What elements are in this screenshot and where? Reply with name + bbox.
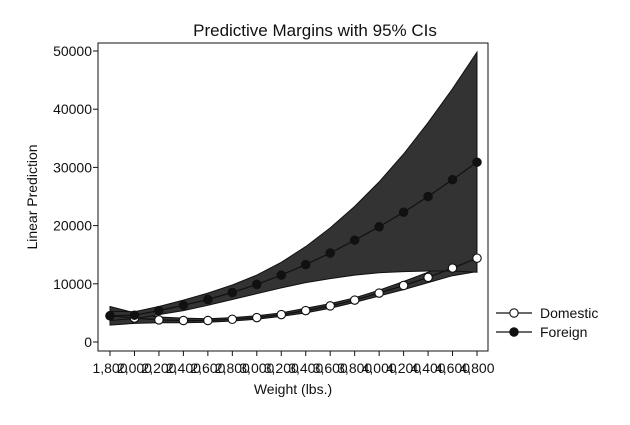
- x-tick-label: 4,600: [435, 360, 470, 376]
- x-tick-label: 4,400: [411, 360, 446, 376]
- y-tick-label: 50000: [53, 43, 92, 59]
- y-axis-label: Linear Prediction: [24, 144, 40, 249]
- data-point-foreign: [252, 279, 262, 290]
- data-point-domestic: [300, 305, 311, 316]
- x-tick-label: 3,000: [239, 360, 274, 376]
- x-tick-label: 4,200: [386, 360, 421, 376]
- plot-frame: [97, 42, 489, 352]
- y-axis: 0 10000 20000 30000 40000 50000: [53, 43, 98, 350]
- data-point-foreign: [325, 248, 335, 258]
- legend: Domestic Foreign: [496, 305, 598, 340]
- data-point-foreign: [472, 157, 482, 167]
- x-tick-label: 2,000: [117, 360, 152, 376]
- data-point-domestic: [447, 263, 458, 273]
- x-tick-label: 3,800: [337, 360, 372, 376]
- data-point-domestic: [154, 315, 164, 325]
- x-tick-label: 2,200: [141, 360, 176, 376]
- data-point-domestic: [472, 253, 482, 263]
- data-point-foreign: [154, 305, 164, 316]
- x-tick-label: 4,800: [459, 360, 494, 376]
- data-point-foreign: [203, 294, 213, 305]
- data-point-foreign: [105, 311, 115, 321]
- x-axis: 1,8002,0002,2002,4002,6002,8003,0003,200…: [92, 351, 495, 376]
- data-point-domestic: [203, 315, 213, 326]
- data-point-domestic: [374, 288, 384, 298]
- data-point-foreign: [374, 222, 384, 232]
- data-point-foreign: [300, 259, 311, 270]
- y-tick-label: 10000: [53, 276, 92, 292]
- series-line-foreign: [109, 161, 478, 317]
- plot-area: [105, 50, 482, 326]
- data-point-foreign: [447, 174, 458, 185]
- data-point-domestic: [276, 309, 287, 320]
- y-tick-label: 40000: [53, 101, 92, 117]
- x-tick-label: 2,600: [190, 360, 225, 376]
- data-point-domestic: [349, 295, 360, 305]
- x-tick-label: 2,800: [215, 360, 250, 376]
- data-point-domestic: [227, 314, 238, 325]
- ci-band-foreign: [109, 50, 478, 322]
- data-point-domestic: [178, 315, 189, 326]
- data-point-domestic: [423, 272, 433, 283]
- series-line-domestic: [109, 257, 478, 322]
- data-point-foreign: [398, 207, 409, 217]
- legend-marker-domestic: [509, 308, 519, 318]
- data-point-foreign: [227, 287, 238, 298]
- data-point-domestic: [252, 312, 262, 323]
- legend-marker-foreign: [509, 327, 519, 337]
- x-tick-label: 2,400: [166, 360, 201, 376]
- data-point-foreign: [276, 270, 287, 280]
- chart-title: Predictive Margins with 95% CIs: [193, 21, 437, 40]
- data-point-foreign: [349, 235, 360, 245]
- x-axis-label: Weight (lbs.): [254, 381, 332, 397]
- y-tick-label: 0: [84, 334, 92, 350]
- y-tick-label: 20000: [53, 218, 92, 234]
- x-tick-label: 3,600: [313, 360, 348, 376]
- legend-label-domestic: Domestic: [540, 305, 598, 321]
- data-point-domestic: [398, 280, 409, 291]
- data-point-domestic: [325, 301, 335, 311]
- data-point-foreign: [178, 300, 189, 311]
- x-tick-label: 1,800: [92, 360, 127, 376]
- legend-label-foreign: Foreign: [540, 324, 587, 340]
- data-point-foreign: [129, 310, 140, 320]
- x-tick-label: 4,000: [362, 360, 397, 376]
- data-point-foreign: [423, 191, 433, 202]
- x-tick-label: 3,200: [264, 360, 299, 376]
- y-tick-label: 30000: [53, 159, 92, 175]
- x-tick-label: 3,400: [288, 360, 323, 376]
